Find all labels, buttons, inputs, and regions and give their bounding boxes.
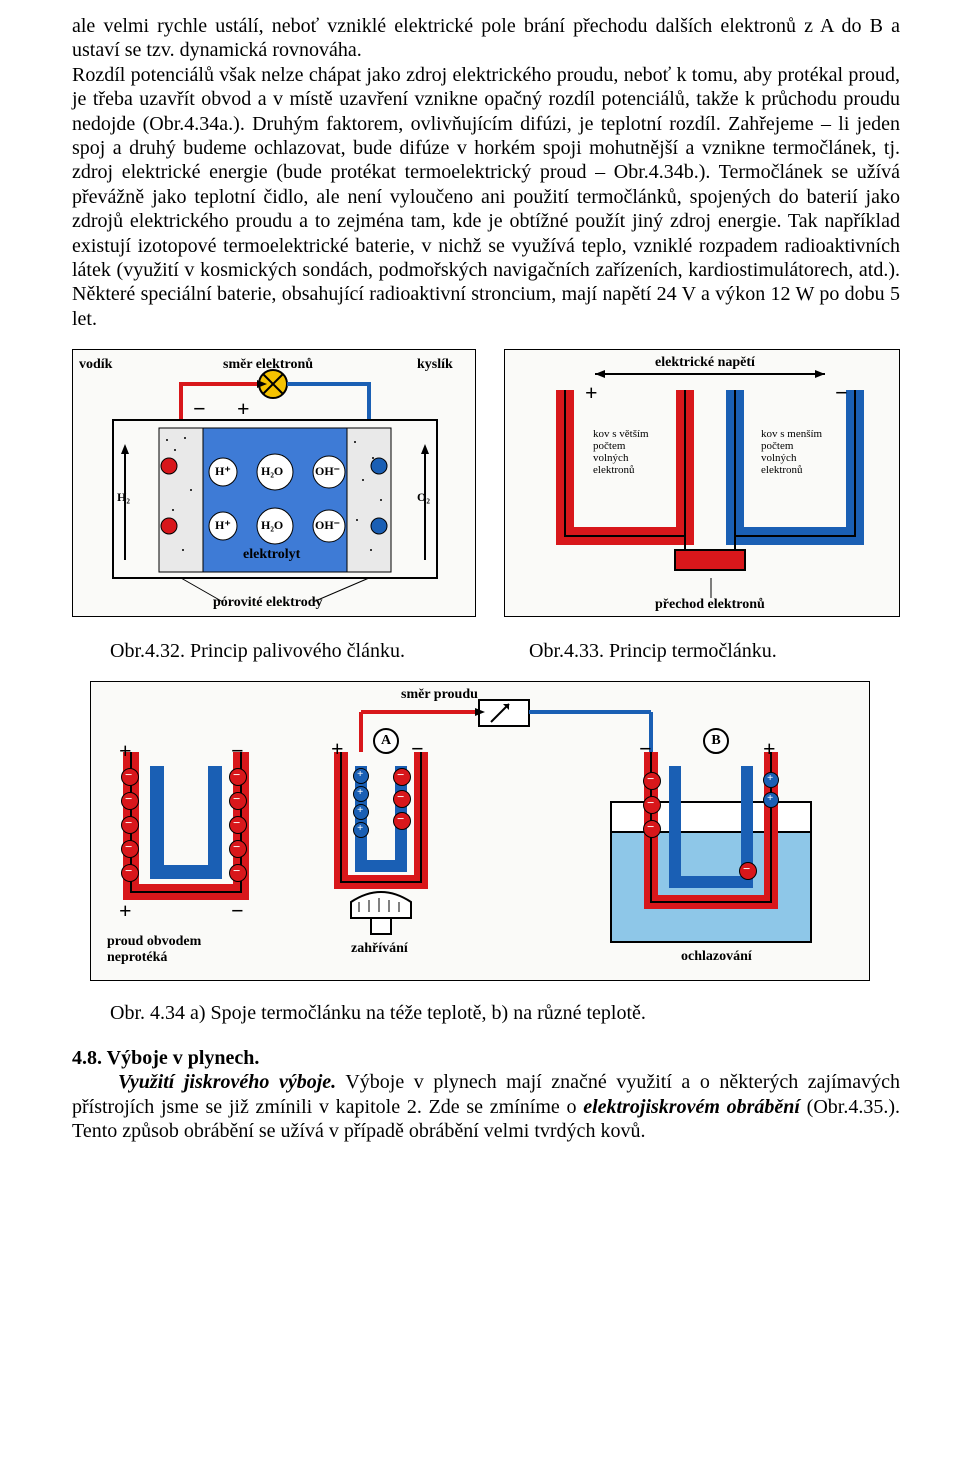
body-paragraph-1: ale velmi rychle ustálí, neboť vzniklé e… — [72, 14, 900, 63]
label-proud-neproteka: proud obvodem neprotéká — [107, 934, 201, 965]
figure-4-33: elektrické napětí + − kov s větším počte… — [504, 349, 900, 617]
label-zahrivani: zahřívání — [351, 940, 408, 957]
label-h2o-2: H₂O — [261, 518, 283, 533]
label-elektrolyt: elektrolyt — [243, 546, 300, 563]
label-o2: O₂ — [417, 490, 430, 505]
body-paragraph-3: Využití jiskrového výboje. Výboje v plyn… — [72, 1070, 900, 1143]
subhead-jiskrovy: Využití jiskrového výboje. — [118, 1071, 336, 1093]
label-h2: H₂ — [117, 490, 130, 505]
figure-4-32: vodík směr elektronů kyslík — [72, 349, 476, 617]
caption-4-32: Obr.4.32. Princip palivového článku. — [110, 639, 481, 663]
label-kov-mensim: kov s menším počtem volných elektronů — [761, 428, 822, 476]
label-kov-vetsim: kov s větším počtem volných elektronů — [593, 428, 649, 476]
label-prechod: přechod elektronů — [655, 596, 765, 613]
caption-4-33: Obr.4.33. Princip termočlánku. — [529, 639, 900, 663]
label-h2o-1: H₂O — [261, 464, 283, 479]
label-porovite: pórovité elektrody — [213, 594, 323, 611]
label-oh-2: OH⁻ — [315, 518, 340, 533]
section-4-8-title: 4.8. Výboje v plynech. — [72, 1046, 900, 1070]
caption-row-32-33: Obr.4.32. Princip palivového článku. Obr… — [72, 639, 900, 663]
label-oh-1: OH⁻ — [315, 464, 340, 479]
fig34-svg — [91, 682, 871, 982]
caption-4-34: Obr. 4.34 a) Spoje termočlánku na téže t… — [110, 1001, 900, 1025]
figure-4-34: směr proudu — [90, 681, 870, 981]
fuel-cell-svg — [73, 350, 477, 618]
label-hplus-1: H⁺ — [215, 464, 231, 479]
figure-row-32-33: vodík směr elektronů kyslík — [72, 349, 900, 617]
para3-term: elektrojiskrovém obrábění — [583, 1096, 800, 1118]
label-hplus-2: H⁺ — [215, 518, 231, 533]
label-ochlazovani: ochlazování — [681, 948, 752, 965]
body-paragraph-2: Rozdíl potenciálů však nelze chápat jako… — [72, 63, 900, 331]
